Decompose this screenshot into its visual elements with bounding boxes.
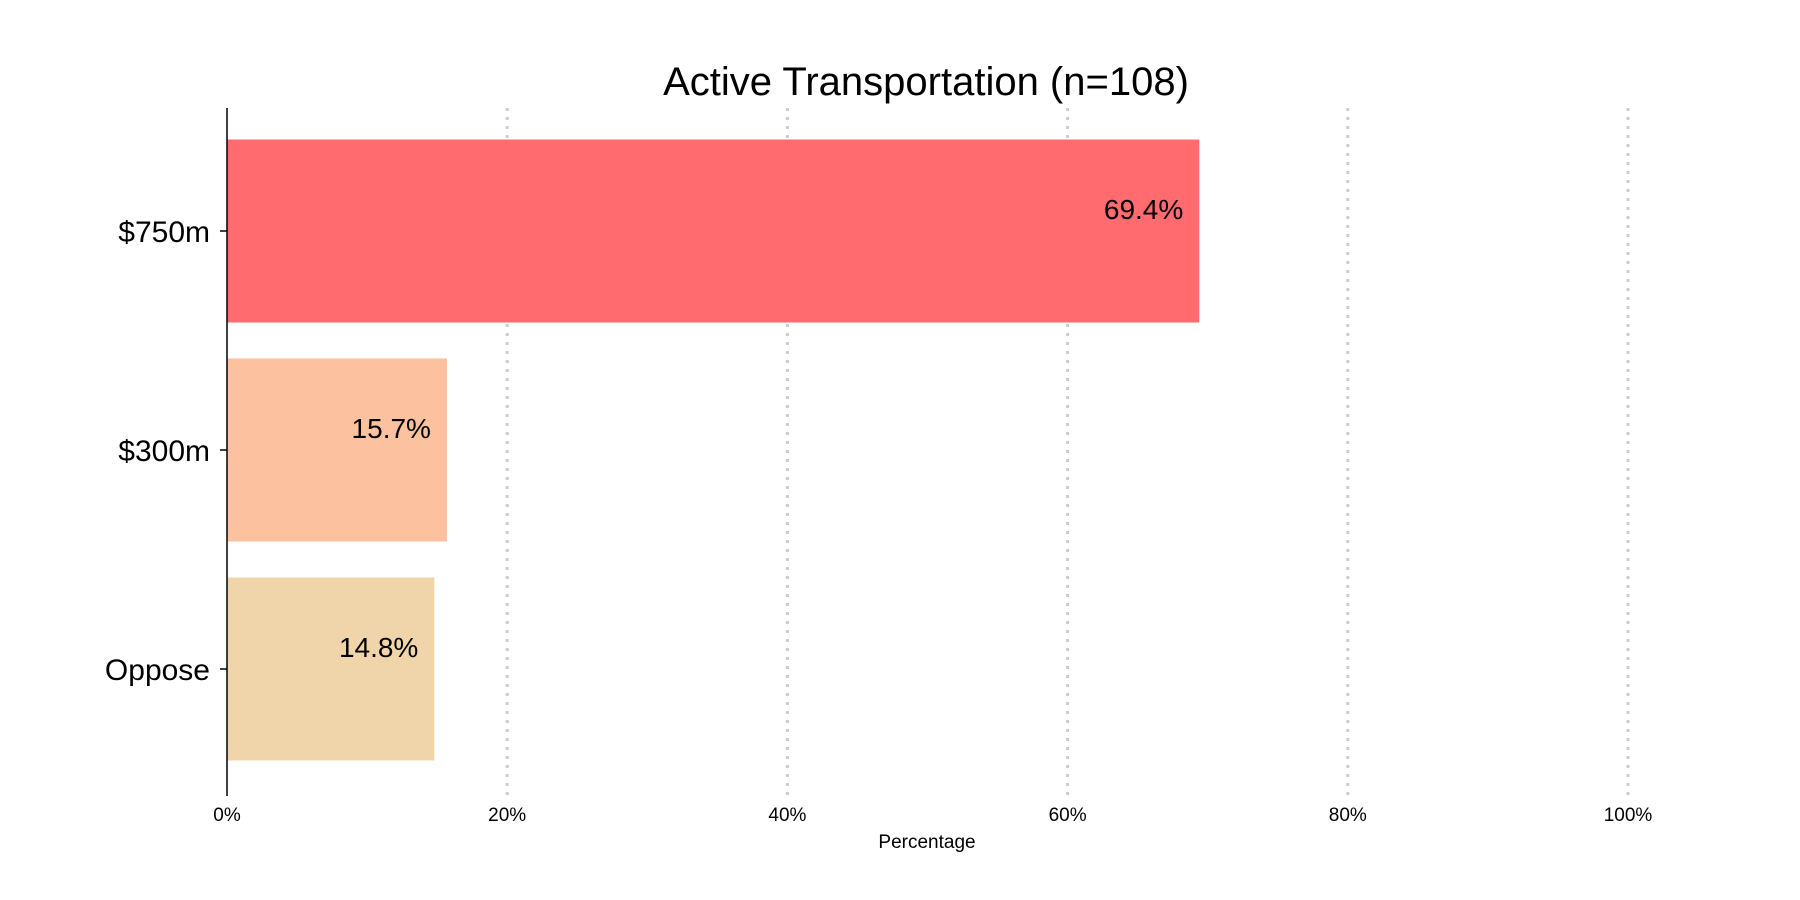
category-label: Oppose <box>105 654 210 687</box>
bar <box>227 358 447 542</box>
labels: 0% 20% 40% 60% 80% 100% $750m 69.4% $300m 15.7% Op… <box>105 194 1652 826</box>
chart-title: Active Transportation (n=108) <box>663 60 1189 104</box>
grid-lines <box>505 108 1630 796</box>
x-tick-label: 100% <box>1604 805 1653 826</box>
bar <box>227 139 1200 323</box>
bars <box>227 139 1200 761</box>
x-tick-label: 80% <box>1329 805 1367 826</box>
category-label: $300m <box>118 435 210 468</box>
axes <box>220 108 228 796</box>
category-label: $750m <box>118 216 210 249</box>
x-tick-label: 0% <box>213 805 241 826</box>
x-tick-label: 40% <box>768 805 806 826</box>
x-axis-label: Percentage <box>878 832 975 853</box>
x-tick-label: 60% <box>1049 805 1087 826</box>
data-label: 14.8% <box>339 632 418 663</box>
data-label: 15.7% <box>352 413 431 444</box>
bar <box>227 577 435 761</box>
x-tick-label: 20% <box>488 805 526 826</box>
data-label: 69.4% <box>1104 194 1183 225</box>
